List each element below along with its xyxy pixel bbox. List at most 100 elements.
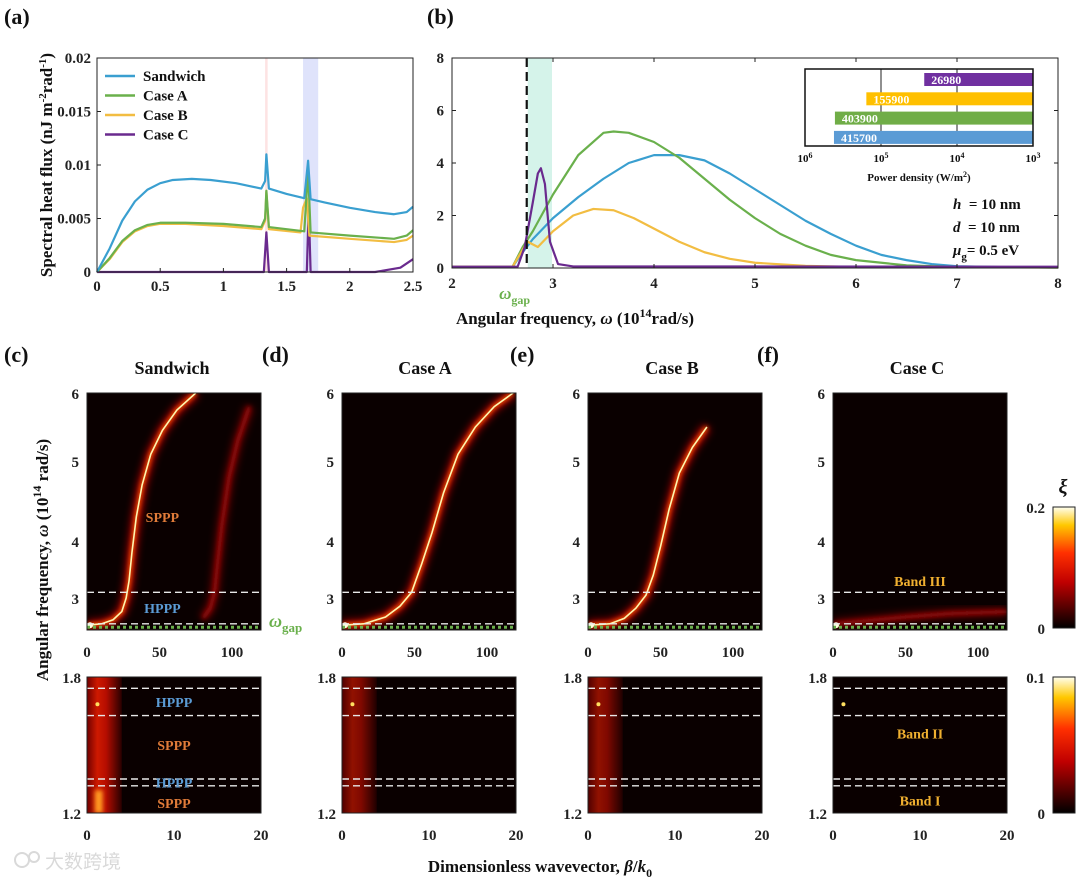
- line-case-a: [96, 169, 414, 273]
- panel-title: Case C: [890, 358, 945, 378]
- mode-label-sppp: SPPP: [146, 511, 180, 526]
- heatmap-y-axis-label: Angular frequency, ω (1014 rad/s): [30, 439, 52, 681]
- x-tick-label: 0: [83, 828, 91, 844]
- panel-label-b: (b): [427, 4, 454, 29]
- heatmap-bottom-frame: [86, 676, 262, 814]
- y-tick-label: 0.015: [57, 105, 91, 121]
- mode-label-hppp: HPPP: [156, 696, 193, 711]
- x-tick-label: 0: [338, 645, 346, 661]
- y-tick-label: 6: [437, 104, 445, 120]
- heatmap-top-background: [588, 393, 762, 630]
- inset-x-tick-label: 104: [950, 151, 965, 165]
- x-tick-label: 0.5: [151, 279, 170, 295]
- y-tick-label: 6: [327, 387, 335, 403]
- colorbar-1: [1052, 676, 1076, 814]
- watermark-logo-icon-dot: [28, 851, 40, 863]
- dispersion-curve: [201, 406, 252, 620]
- x-tick-label: 10: [167, 828, 182, 844]
- x-tick-label: 100: [476, 645, 499, 661]
- y-tick-label: 3: [72, 592, 80, 608]
- heatmap-top-frame: [341, 392, 517, 631]
- mode-label-band-ii: Band II: [897, 728, 943, 743]
- heatmap-top-background: [87, 393, 261, 630]
- heatmap-bottom-frame: [341, 676, 517, 814]
- dispersion-curve: [833, 609, 1007, 626]
- x-tick-label: 7: [953, 276, 961, 292]
- shared-x-axis-label: Angular frequency, ω (1014rad/s): [456, 306, 694, 328]
- y-tick-label: 4: [573, 535, 581, 551]
- x-tick-label: 50: [407, 645, 422, 661]
- dispersion-curve-core: [588, 426, 708, 626]
- colorbar-min-label: 0: [1038, 807, 1046, 823]
- y-tick-label: 5: [327, 455, 335, 471]
- y-tick-label: 4: [327, 535, 335, 551]
- mode-label-hppp: HPPP: [144, 602, 181, 617]
- y-tick-label: 1.8: [62, 671, 81, 687]
- colorbar-min-label: 0: [1038, 622, 1046, 638]
- x-tick-label: 0: [829, 828, 837, 844]
- resonance-spot: [841, 702, 846, 707]
- y-tick-label: 3: [327, 592, 335, 608]
- dispersion-curve-core: [87, 393, 197, 626]
- parameter-1: d = 10 nm: [953, 220, 1020, 236]
- inset-bar-label: 415700: [841, 131, 877, 145]
- panel-label-a: (a): [4, 4, 30, 29]
- heatmap-top-content: [588, 424, 762, 630]
- panel-a-spectral-heat-flux: 0 0.5 1 1.5 2 2.5 0 0.005 0.01 0.015 0.02 Sandwich C…: [57, 51, 422, 295]
- panel-title: Case B: [645, 358, 699, 378]
- inset-bar-sandwich: [833, 130, 1033, 144]
- y-tick-label: 8: [437, 51, 445, 67]
- x-tick-label: 0: [829, 645, 837, 661]
- y-tick-label: 1.2: [317, 807, 336, 823]
- x-tick-label: 6: [852, 276, 860, 292]
- parameter-2: μg= 0.5 eV: [952, 243, 1019, 263]
- low-wavevector-band: [87, 677, 122, 813]
- colorbar-0: [1052, 506, 1076, 629]
- omega-gap-label: ωgap: [269, 611, 302, 635]
- panel-title: Sandwich: [134, 358, 209, 378]
- x-tick-label: 100: [722, 645, 745, 661]
- colorbar-max-label: 0.1: [1026, 671, 1045, 687]
- line-sandwich: [452, 154, 1059, 269]
- heatmap-top-frame: [587, 392, 763, 631]
- legend-label-case-b: Case B: [143, 108, 188, 124]
- dispersion-curve-core: [342, 393, 514, 626]
- line-case-c: [97, 205, 414, 274]
- y-tick-label: 0.01: [65, 158, 91, 174]
- parameter-0: h = 10 nm: [953, 197, 1021, 213]
- inset-x-axis-label: Power density (W/m2): [867, 170, 971, 184]
- inset-bar-label: 155900: [873, 92, 909, 106]
- heatmap-bottom-background: [833, 677, 1007, 813]
- x-tick-label: 0: [338, 828, 346, 844]
- heatmap-top-frame: [86, 392, 262, 631]
- legend-label-sandwich: Sandwich: [143, 69, 206, 85]
- x-tick-label: 10: [422, 828, 437, 844]
- x-tick-label: 50: [653, 645, 668, 661]
- inset-bar-case-c: [924, 73, 1033, 86]
- y-tick-label: 5: [573, 455, 581, 471]
- y-tick-label: 5: [72, 455, 80, 471]
- watermark-logo-icon: [14, 852, 30, 868]
- y-tick-label: 0: [84, 265, 92, 281]
- heatmap-panel-case-c: Case C Band III 0 50 100 6 5 4 3 Band II Band I 0 10…: [808, 358, 1014, 844]
- x-tick-label: 3: [549, 276, 557, 292]
- x-tick-label: 2.5: [404, 279, 423, 295]
- resonance-spot: [95, 702, 100, 707]
- panel-b-inset-power-density: 26980 155900 403900 415700 106 105 104 103 Power…: [798, 68, 1041, 184]
- x-tick-label: 2: [448, 276, 456, 292]
- inset-x-tick-label: 105: [874, 151, 889, 165]
- x-tick-label: 8: [1054, 276, 1062, 292]
- y-tick-label: 6: [818, 387, 826, 403]
- y-tick-label: 1.2: [62, 807, 81, 823]
- x-tick-label: 10: [668, 828, 683, 844]
- y-tick-label: 6: [72, 387, 80, 403]
- resonance-spot: [596, 702, 601, 707]
- heatmap-bottom-content: HPPP SPPP HPPP SPPP: [87, 677, 261, 813]
- colorbar-max-label: 0.2: [1026, 501, 1045, 517]
- bright-band-region: [94, 790, 103, 813]
- line-case-b: [96, 190, 414, 273]
- mode-label-band-iii: Band III: [894, 575, 946, 590]
- heatmap-bottom-frame: [587, 676, 763, 814]
